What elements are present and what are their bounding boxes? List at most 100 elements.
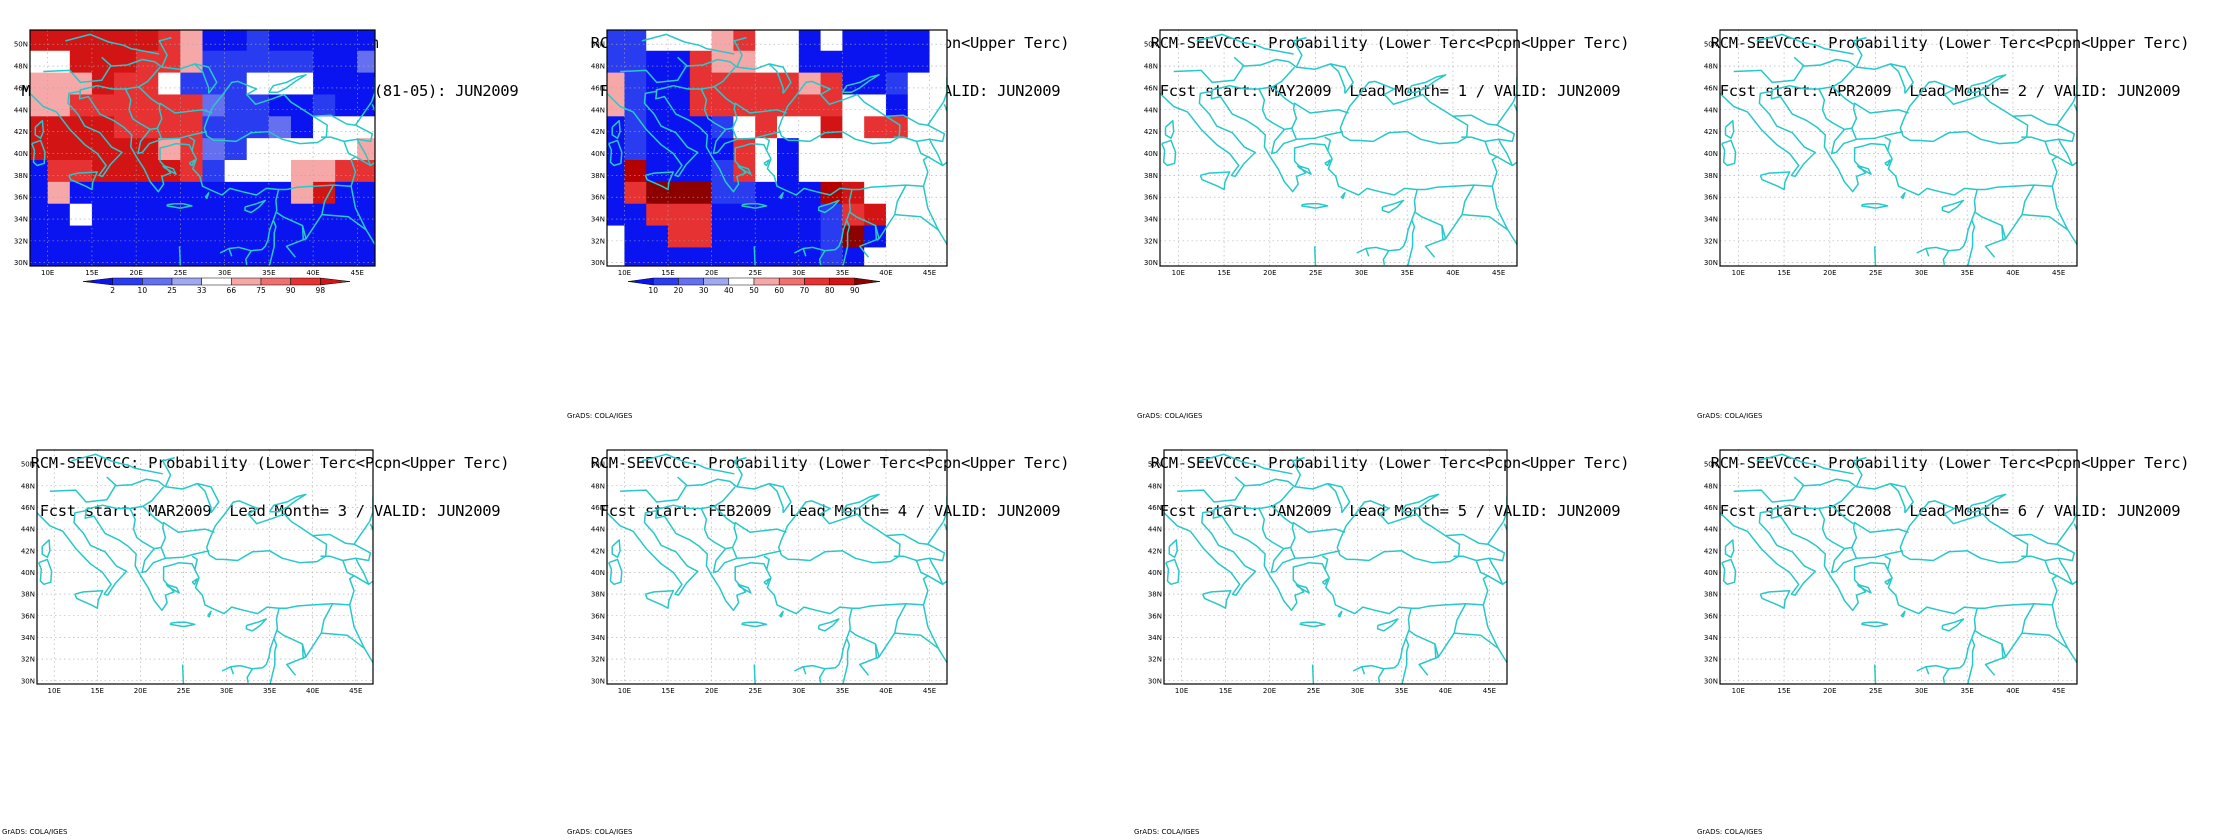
coastline-path — [30, 90, 280, 254]
heatmap-cell — [929, 30, 947, 52]
heatmap-cell — [30, 30, 49, 52]
grads-credit: GrADS: COLA/IGES — [567, 828, 633, 836]
grads-credit: GrADS: COLA/IGES — [1697, 828, 1763, 836]
coastline-path — [1482, 604, 1499, 649]
coastlines — [607, 33, 947, 266]
coastline-path — [677, 476, 688, 487]
coastline-path — [1270, 548, 1341, 574]
coastline-path — [369, 523, 373, 533]
coastline-path — [733, 456, 747, 488]
coastline-path — [1161, 139, 1177, 167]
coastline-path — [927, 575, 947, 586]
x-tick-label: 35E — [262, 269, 275, 277]
y-tick-label: 36N — [1148, 612, 1162, 620]
panel-lead-3: RCM-SEEVCCC: Probability (Lower Terc<Pcp… — [0, 420, 560, 840]
heatmap-cell — [798, 50, 821, 74]
heatmap-cell — [624, 94, 647, 117]
heatmap-cell — [313, 72, 336, 95]
coastline-path — [1414, 184, 1475, 241]
heatmap-cell — [158, 72, 181, 95]
colorbar-swatch — [260, 277, 291, 286]
heatmap-cell — [668, 247, 691, 266]
heatmap-cell — [114, 181, 137, 205]
heatmap-cell — [820, 30, 843, 52]
heatmap-cell — [290, 116, 314, 139]
y-tick-label: 30N — [591, 677, 605, 685]
y-tick-label: 50N — [1148, 461, 1162, 469]
coastline-path — [1417, 136, 1498, 191]
x-tick-label: 15E — [85, 269, 98, 277]
heatmap-cell — [114, 225, 137, 248]
heatmap-cell — [114, 116, 137, 139]
coastline-path — [1771, 486, 1856, 511]
colorbar-swatch — [112, 277, 143, 286]
y-tick-label: 48N — [1148, 482, 1162, 490]
coastline-path — [41, 539, 51, 559]
coastline-path — [228, 248, 233, 257]
heatmap-cell — [313, 247, 336, 266]
coastline-path — [943, 523, 947, 533]
plot-frame — [1719, 449, 2078, 685]
coastline-path — [68, 171, 98, 191]
heatmap-cell — [885, 50, 909, 74]
colorbar-label: 10 — [648, 286, 658, 295]
coastline-path — [1942, 250, 1950, 266]
coastline-path — [204, 192, 210, 200]
heatmap-cell — [689, 225, 713, 248]
coastline-path — [1966, 219, 1976, 266]
coastline-path — [1301, 202, 1329, 209]
coastline-path — [207, 610, 212, 618]
coastline-path — [1889, 483, 1906, 513]
heatmap-cell — [136, 30, 159, 52]
coastline-path — [1196, 33, 1294, 55]
heatmap-cell — [224, 94, 248, 117]
heatmap-cell — [180, 203, 203, 226]
coastline-path — [885, 114, 946, 143]
coastline-path — [279, 555, 355, 609]
colorbar-swatch — [778, 277, 805, 286]
y-tick-label: 50N — [1704, 41, 1718, 49]
heatmap-cell — [733, 203, 756, 226]
y-tick-label: 38N — [21, 591, 35, 599]
coastline-path — [1406, 74, 1447, 94]
heatmap-cell — [777, 181, 800, 205]
y-tick-label: 32N — [14, 237, 28, 245]
x-tick-label: 35E — [1395, 687, 1408, 695]
x-tick-label: 20E — [134, 687, 147, 695]
gridlines — [607, 30, 947, 266]
coastline-path — [2022, 632, 2077, 665]
coastline-path — [927, 101, 945, 126]
coastline-path — [731, 102, 787, 129]
heatmap-cell — [929, 72, 947, 95]
y-tick-label: 36N — [1704, 612, 1718, 620]
coastline-path — [700, 508, 738, 559]
coastline-path — [71, 453, 163, 475]
heatmap-cell — [69, 72, 93, 95]
heatmap-cell — [158, 247, 181, 266]
heatmap-cell — [224, 203, 248, 226]
coastline-path — [818, 668, 826, 684]
coastline-path — [1856, 583, 1872, 594]
y-tick-label: 40N — [1144, 150, 1158, 158]
coastline-path — [141, 548, 210, 574]
heatmap-cell — [91, 94, 115, 117]
heatmap-cell — [180, 94, 203, 117]
colorbar-label: 30 — [699, 286, 709, 295]
coastline-path — [1720, 90, 1978, 254]
coastline-path — [1400, 493, 1440, 513]
heatmap-cell — [202, 50, 226, 74]
heatmap-cell — [929, 94, 947, 117]
heatmap-cell — [733, 247, 756, 266]
coastline-path — [169, 621, 196, 628]
heatmap-cell — [224, 181, 248, 205]
colorbar-swatch — [854, 277, 881, 286]
heatmap-cell — [607, 72, 625, 95]
coastline-path — [1733, 58, 1914, 94]
coastline-path — [1974, 603, 2035, 659]
map-plot: 10E 15E 20E 25E 30E 35E 40E 45E 30N 32N 34N 36N 38N 4… — [1704, 449, 2078, 695]
x-tick-label: 35E — [263, 687, 276, 695]
heatmap-cell — [820, 138, 843, 161]
coastline-path — [188, 136, 196, 152]
heatmap-cell — [202, 247, 226, 266]
coastline-path — [942, 77, 947, 103]
